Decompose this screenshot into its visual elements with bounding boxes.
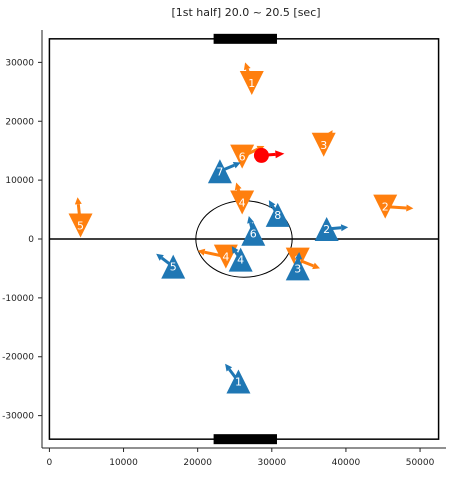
player-velocity-head (74, 197, 82, 205)
orange-player-marker (311, 132, 336, 157)
orange-player-label: 2 (382, 201, 389, 214)
x-tick-label: 40000 (332, 458, 361, 468)
orange-player-marker (230, 190, 255, 215)
player-velocity-head (268, 200, 276, 208)
orange-player-label: 4 (222, 251, 229, 264)
y-tick-label: 10000 (5, 176, 34, 186)
player-velocity-head (231, 246, 239, 254)
player-velocity-head (247, 216, 254, 224)
orange-player-label: 1 (248, 77, 255, 90)
x-tick-label: 50000 (406, 458, 435, 468)
x-tick-label: 20000 (183, 458, 212, 468)
orange-player-label: 5 (77, 219, 84, 232)
blue-player-label: 1 (235, 375, 242, 388)
ball-velocity-head (275, 150, 285, 159)
blue-player-marker (228, 247, 253, 272)
x-tick-label: 30000 (257, 458, 286, 468)
player-velocity-head (312, 262, 320, 270)
orange-player-marker (373, 194, 398, 219)
blue-player-label: 5 (170, 261, 177, 274)
player-velocity-head (225, 363, 233, 372)
player-velocity-head (232, 161, 241, 169)
blue-player-marker (226, 369, 251, 394)
chart-title: [1st half] 20.0 ~ 20.5 [sec] (171, 6, 320, 19)
orange-player-label: 4 (239, 196, 246, 209)
blue-player-label: 7 (216, 165, 223, 178)
orange-player-marker (68, 213, 93, 238)
blue-player-marker (161, 254, 186, 279)
bottom-goal (213, 434, 277, 445)
y-tick-label: 20000 (5, 117, 34, 127)
player-velocity-head (340, 224, 349, 232)
plot-area: 0 10000 20000 30000 40000 50000 30000 20000 1000… (2, 30, 446, 468)
y-tick-label: 30000 (5, 58, 34, 68)
y-tick-label: -10000 (2, 294, 34, 304)
orange-player-marker (239, 70, 264, 95)
blue-player-marker (265, 202, 290, 227)
orange-player-marker (230, 144, 255, 169)
blue-player-label: 3 (294, 262, 301, 275)
orange-player-label: 3 (320, 139, 327, 152)
player-velocity-head (406, 204, 414, 212)
blue-player-label: 6 (250, 228, 257, 241)
player-velocity-head (295, 251, 303, 260)
blue-player-label: 8 (274, 209, 281, 222)
orange-player-marker (213, 244, 238, 269)
blue-player-marker (314, 216, 339, 241)
blue-player-label: 2 (323, 223, 330, 236)
x-tick-label: 0 (47, 458, 53, 468)
y-tick-label: -30000 (2, 412, 34, 422)
blue-player-marker (285, 256, 310, 281)
player-velocity-head (197, 248, 206, 256)
player-velocity-head (234, 182, 242, 191)
y-tick-label: -20000 (2, 353, 34, 363)
orange-player-label: 6 (239, 151, 246, 164)
y-tick-label: 0 (28, 235, 34, 245)
blue-player-marker (241, 221, 266, 246)
blue-player-label: 4 (237, 254, 244, 267)
x-tick-label: 10000 (109, 458, 138, 468)
ball-marker (253, 147, 269, 163)
top-goal (213, 33, 277, 44)
player-velocity-head (243, 62, 251, 71)
player-velocity-head (156, 253, 164, 261)
blue-player-marker (207, 159, 232, 184)
